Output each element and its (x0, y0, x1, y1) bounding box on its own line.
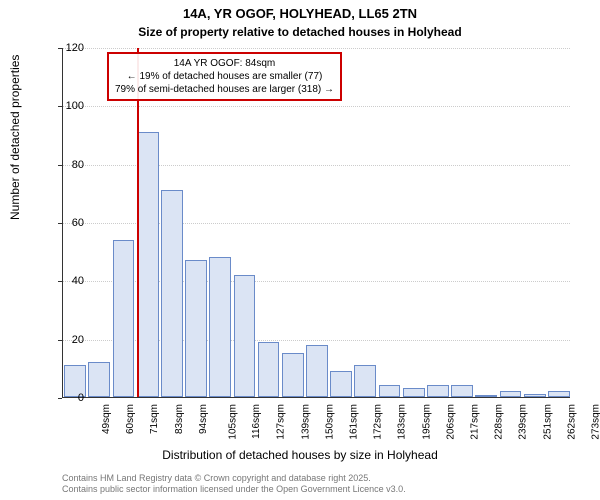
xtick-label: 228sqm (494, 404, 505, 440)
xtick-label: 273sqm (590, 404, 600, 440)
xtick-label: 60sqm (125, 404, 136, 434)
histogram-bar (451, 385, 473, 397)
annotation-line2: ← 19% of detached houses are smaller (77… (115, 70, 334, 83)
chart-title-line2: Size of property relative to detached ho… (0, 23, 600, 39)
histogram-bar (137, 132, 159, 397)
xtick-label: 83sqm (174, 404, 185, 434)
xtick-label: 217sqm (470, 404, 481, 440)
histogram-bar (500, 391, 522, 397)
xtick-label: 206sqm (445, 404, 456, 440)
histogram-bar (354, 365, 376, 397)
ytick-label: 120 (44, 42, 84, 54)
ytick-mark (58, 340, 62, 341)
ytick-mark (58, 223, 62, 224)
xtick-label: 127sqm (276, 404, 287, 440)
ytick-mark (58, 281, 62, 282)
xtick-label: 49sqm (101, 404, 112, 434)
ytick-mark (58, 48, 62, 49)
xtick-label: 251sqm (542, 404, 553, 440)
plot-area: 14A YR OGOF: 84sqm ← 19% of detached hou… (62, 48, 570, 398)
ytick-label: 80 (44, 159, 84, 171)
ytick-mark (58, 165, 62, 166)
gridline (63, 106, 570, 107)
histogram-bar (379, 385, 401, 397)
histogram-bar (282, 353, 304, 397)
xtick-label: 161sqm (349, 404, 360, 440)
chart-title-line1: 14A, YR OGOF, HOLYHEAD, LL65 2TN (0, 0, 600, 23)
histogram-bar (209, 257, 231, 397)
xtick-label: 239sqm (518, 404, 529, 440)
chart-container: 14A, YR OGOF, HOLYHEAD, LL65 2TN Size of… (0, 0, 600, 500)
ytick-label: 20 (44, 334, 84, 346)
xtick-label: 172sqm (373, 404, 384, 440)
x-axis-label: Distribution of detached houses by size … (0, 448, 600, 462)
ytick-label: 100 (44, 100, 84, 112)
xtick-label: 105sqm (228, 404, 239, 440)
xtick-label: 262sqm (566, 404, 577, 440)
footer-line2: Contains public sector information licen… (62, 484, 406, 496)
ytick-label: 60 (44, 217, 84, 229)
histogram-bar (548, 391, 570, 397)
histogram-bar (258, 342, 280, 397)
annotation-box: 14A YR OGOF: 84sqm ← 19% of detached hou… (107, 52, 342, 101)
histogram-bar (403, 388, 425, 397)
xtick-label: 94sqm (198, 404, 209, 434)
gridline (63, 48, 570, 49)
xtick-label: 139sqm (300, 404, 311, 440)
histogram-bar (330, 371, 352, 397)
histogram-bar (185, 260, 207, 397)
histogram-bar (161, 190, 183, 397)
histogram-bar (524, 394, 546, 397)
ytick-label: 0 (44, 392, 84, 404)
histogram-bar (234, 275, 256, 398)
xtick-label: 150sqm (324, 404, 335, 440)
annotation-line1: 14A YR OGOF: 84sqm (115, 57, 334, 70)
histogram-bar (427, 385, 449, 397)
ytick-mark (58, 398, 62, 399)
footer-line1: Contains HM Land Registry data © Crown c… (62, 473, 406, 485)
ytick-label: 40 (44, 275, 84, 287)
ytick-mark (58, 106, 62, 107)
y-axis-label: Number of detached properties (8, 55, 22, 220)
xtick-label: 71sqm (149, 404, 160, 434)
histogram-bar (113, 240, 135, 398)
xtick-label: 116sqm (251, 404, 262, 439)
xtick-label: 195sqm (421, 404, 432, 440)
xtick-label: 183sqm (397, 404, 408, 440)
histogram-bar (88, 362, 110, 397)
histogram-bar (475, 395, 497, 397)
annotation-line3: 79% of semi-detached houses are larger (… (115, 83, 334, 96)
histogram-bar (306, 345, 328, 398)
footer-text: Contains HM Land Registry data © Crown c… (62, 473, 406, 496)
